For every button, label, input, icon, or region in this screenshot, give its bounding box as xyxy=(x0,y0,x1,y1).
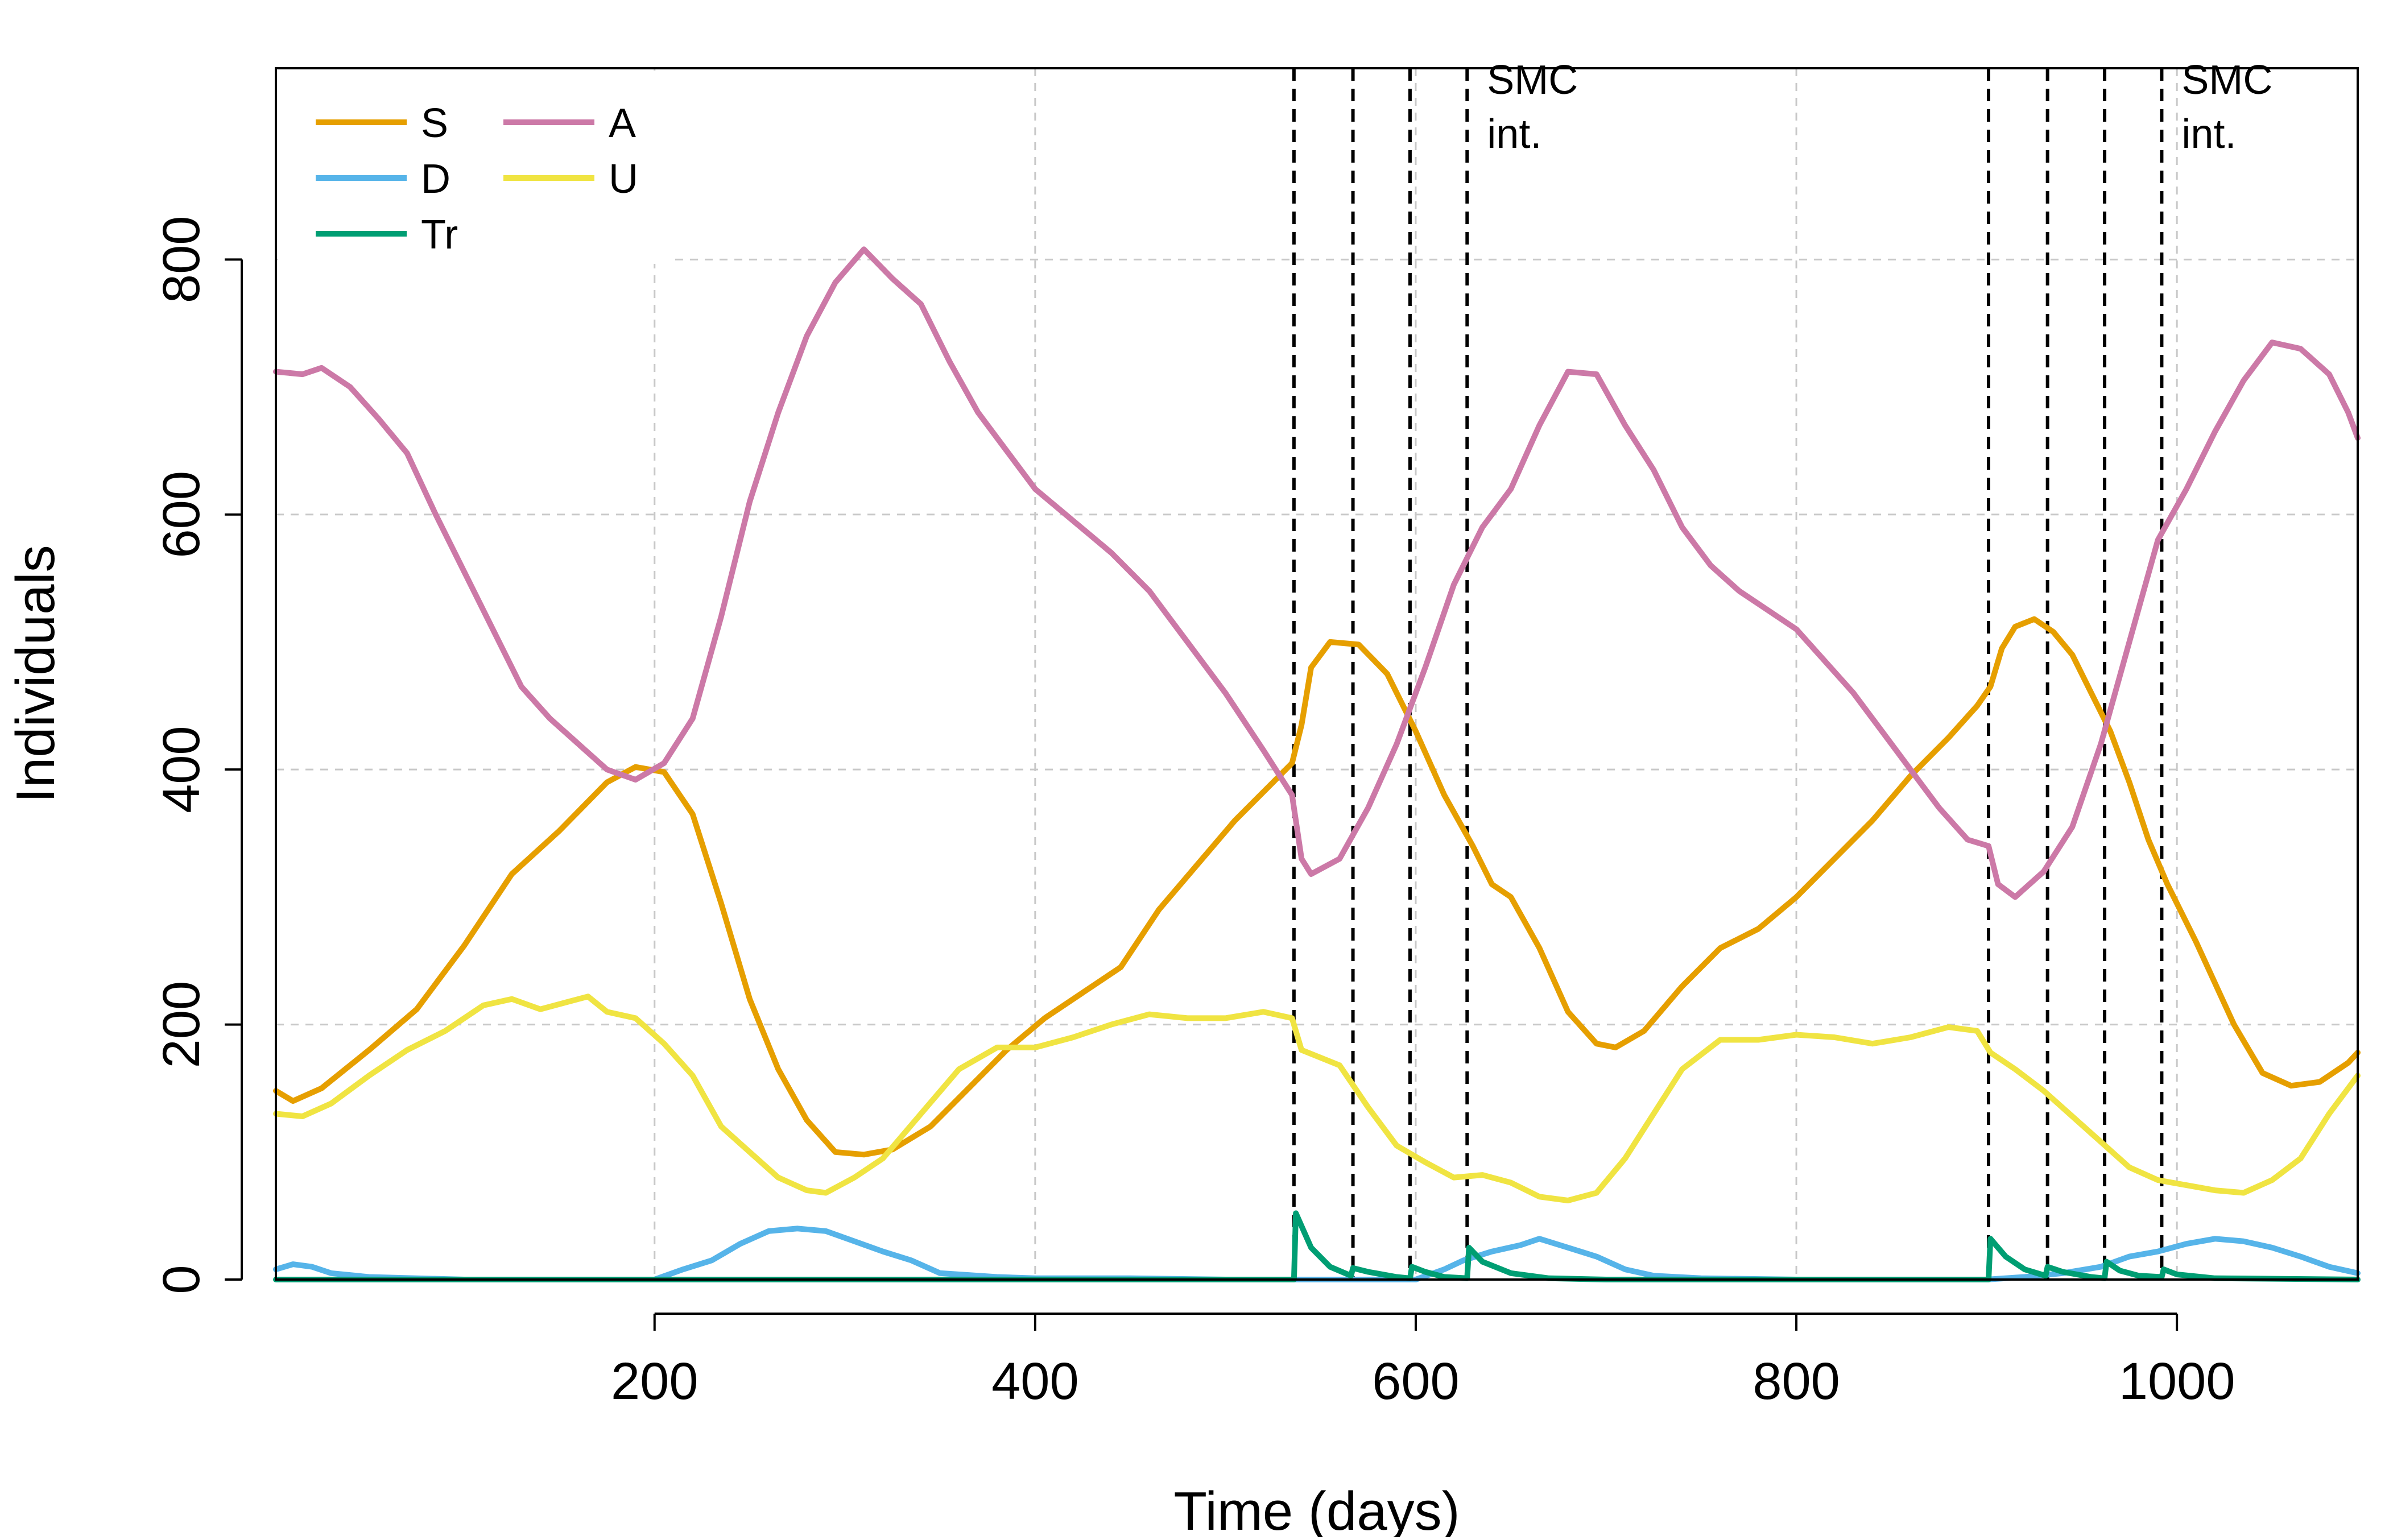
intervention-lines xyxy=(1292,68,2164,1280)
y-tick-label: 0 xyxy=(152,1265,210,1294)
y-tick-label: 400 xyxy=(152,726,210,813)
legend-label-tr: Tr xyxy=(421,212,458,258)
x-tick-label: 1000 xyxy=(2119,1352,2235,1410)
series-line-u xyxy=(273,993,2361,1203)
x-tick-label: 400 xyxy=(991,1352,1079,1410)
series-line-tr xyxy=(273,1210,2361,1282)
y-tick-label: 200 xyxy=(152,981,210,1069)
series-line-a xyxy=(273,246,2361,900)
annotation-label: SMC xyxy=(2181,57,2272,103)
legend-label-d: D xyxy=(421,156,450,202)
annotation-label: SMC xyxy=(1487,57,1578,103)
plot-frame xyxy=(275,67,2359,1281)
x-axis-title: Time (days) xyxy=(1173,1481,1460,1537)
series-line-s xyxy=(273,616,2361,1158)
y-axis-title: Individuals xyxy=(5,545,66,803)
legend-label-s: S xyxy=(421,101,448,146)
series-lines xyxy=(273,246,2361,1282)
annotation-label: int. xyxy=(2181,111,2236,157)
annotations: SMC int. SMC int. xyxy=(1487,57,2272,157)
annotation-label: int. xyxy=(1487,111,1541,157)
legend-label-u: U xyxy=(609,156,638,202)
legend: SD Tr AU xyxy=(278,71,671,264)
axes: 200 400 600 800 1000 0 200 400 600 800 xyxy=(152,216,2235,1410)
y-tick-label: 800 xyxy=(152,216,210,304)
x-tick-label: 600 xyxy=(1372,1352,1460,1410)
legend-label-a: A xyxy=(609,101,636,146)
x-tick-label: 200 xyxy=(611,1352,698,1410)
y-tick-label: 600 xyxy=(152,471,210,558)
x-tick-label: 800 xyxy=(1753,1352,1840,1410)
